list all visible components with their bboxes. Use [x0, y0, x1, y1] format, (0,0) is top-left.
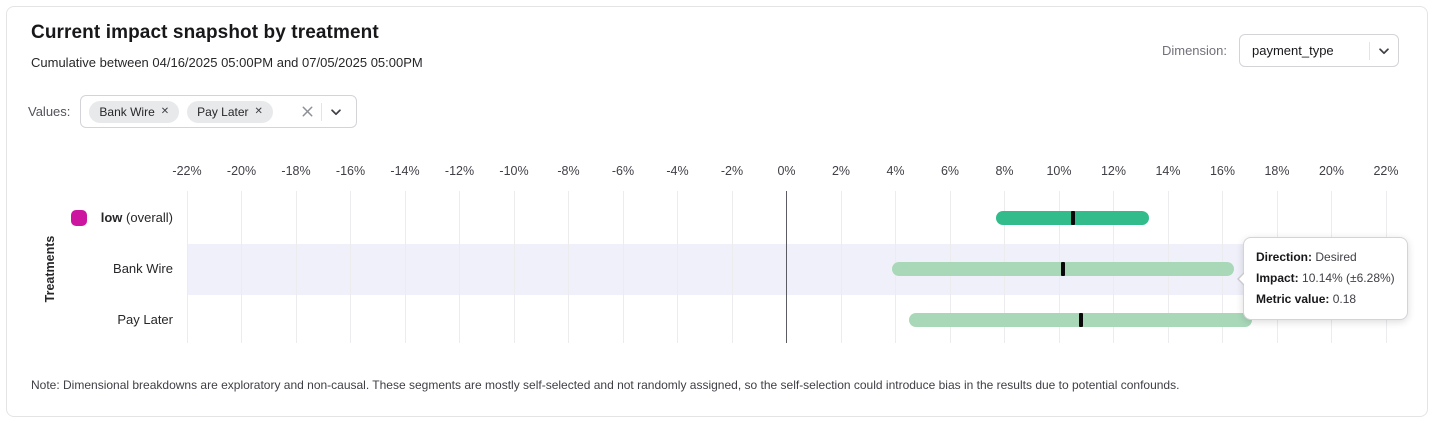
chart-tooltip: Direction: Desired Impact: 10.14% (±6.28… [1237, 237, 1408, 320]
gridline [677, 191, 678, 343]
tooltip-arrow [1238, 272, 1245, 285]
point-estimate-marker [1060, 262, 1065, 276]
chevron-down-icon[interactable] [1370, 44, 1398, 58]
x-axis-tick: 18% [1264, 164, 1290, 178]
row-label: Pay Later [7, 312, 173, 327]
gridline [350, 191, 351, 343]
row-label-text: Pay Later [117, 312, 173, 327]
x-axis-tick: -16% [335, 164, 366, 178]
point-estimate-marker [1070, 211, 1075, 225]
dimension-selected-value: payment_type [1252, 43, 1334, 58]
chip-remove-icon[interactable]: ✕ [160, 105, 170, 117]
x-axis-tick: -2% [720, 164, 744, 178]
x-axis-tick: 12% [1100, 164, 1127, 178]
select-divider [1369, 41, 1370, 60]
gridline [513, 191, 515, 343]
x-axis-tick: 22% [1373, 164, 1399, 178]
filter-chip: Bank Wire ✕ [89, 100, 180, 123]
row-label: low (overall) [7, 210, 173, 225]
x-axis-tick: -22% [172, 164, 202, 178]
impact-chart: Treatments -22% -20% -18% -16% -14% -12% -10% -… [7, 7, 1427, 416]
x-axis-tick: 6% [940, 164, 960, 178]
tooltip-impact-line: Impact: 10.14% (±6.28%) [1256, 271, 1395, 285]
page-title: Current impact snapshot by treatment [31, 22, 379, 43]
date-range-subtitle: Cumulative between 04/16/2025 05:00PM an… [31, 55, 423, 70]
gridline [295, 191, 297, 343]
select-divider [320, 102, 322, 121]
x-axis-tick: -18% [281, 164, 311, 178]
x-axis-tick: -20% [226, 164, 257, 178]
row-label-suffix: (overall) [122, 210, 173, 225]
row-label: Bank Wire [7, 261, 173, 276]
clear-all-icon[interactable] [295, 104, 321, 119]
filter-chip: Pay Later ✕ [187, 100, 273, 123]
values-filter: Values: Bank Wire ✕ Pay Later ✕ [28, 95, 357, 128]
x-axis-tick: 4% [886, 164, 905, 178]
x-axis-tick: -12% [444, 164, 475, 178]
x-axis-tick: 8% [995, 164, 1014, 178]
filter-chip-label: Pay Later [197, 104, 249, 119]
x-axis-tick: 20% [1318, 164, 1345, 178]
gridline [622, 191, 624, 343]
values-label: Values: [28, 104, 71, 119]
x-axis-tick: -14% [390, 164, 420, 178]
x-axis-tick: -10% [499, 164, 529, 178]
x-axis-tick: 16% [1209, 164, 1236, 178]
gridline [840, 191, 842, 343]
gridline [186, 191, 188, 343]
impact-snapshot-card: Current impact snapshot by treatment Cum… [6, 6, 1428, 417]
chevron-down-icon[interactable] [322, 105, 350, 119]
gridline [404, 191, 406, 343]
x-axis-tick: 14% [1155, 164, 1181, 178]
gridline [241, 191, 242, 343]
zero-gridline [785, 191, 788, 343]
values-multiselect[interactable]: Bank Wire ✕ Pay Later ✕ [80, 95, 357, 128]
x-axis-tick: 2% [831, 164, 851, 178]
tooltip-metric-line: Metric value: 0.18 [1256, 292, 1357, 306]
gridline [459, 191, 460, 343]
legend-swatch [71, 210, 87, 226]
x-axis-tick: -6% [611, 164, 635, 178]
row-label-text: Bank Wire [113, 261, 173, 276]
disclaimer-note: Note: Dimensional breakdowns are explora… [31, 378, 1180, 392]
chip-remove-icon[interactable]: ✕ [254, 105, 263, 117]
row-label-text: low [100, 210, 123, 225]
x-axis-tick: 0% [777, 164, 796, 178]
gridline [568, 191, 569, 343]
tooltip-direction-line: Direction: Desired [1256, 250, 1357, 264]
dimension-control: Dimension: payment_type [1162, 34, 1399, 67]
point-estimate-marker [1078, 313, 1083, 327]
x-axis-tick: 10% [1046, 164, 1072, 178]
dimension-label: Dimension: [1161, 43, 1227, 58]
gridline [731, 191, 733, 343]
filter-chip-label: Bank Wire [99, 104, 155, 119]
x-axis-tick: -8% [557, 164, 580, 178]
dimension-select[interactable]: payment_type [1239, 34, 1399, 67]
x-axis-tick: -4% [666, 164, 689, 178]
